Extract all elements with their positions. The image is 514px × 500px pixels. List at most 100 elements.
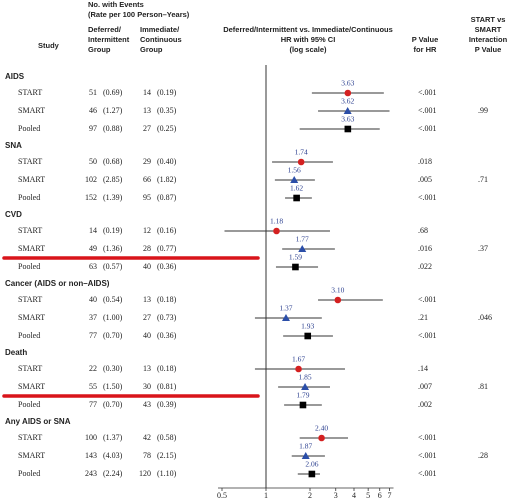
- p-value: <.001: [418, 433, 437, 442]
- hr-marker: [293, 194, 300, 202]
- hr-label: 1.85: [298, 373, 311, 382]
- header: Interaction: [469, 35, 508, 44]
- deferred-n: 51: [89, 88, 97, 97]
- deferred-rate: (0.68): [103, 157, 123, 166]
- header: SMART: [475, 25, 502, 34]
- header: for HR: [414, 45, 437, 54]
- p-value: <.001: [418, 106, 437, 115]
- immediate-n: 95: [143, 193, 151, 202]
- deferred-rate: (0.30): [103, 364, 123, 373]
- header: (Rate per 100 Person–Years): [88, 10, 190, 19]
- group-label: CVD: [5, 210, 22, 219]
- immediate-n: 28: [143, 244, 151, 253]
- hr-marker: [273, 227, 280, 235]
- study: START: [18, 88, 42, 97]
- hr-label: 1.67: [292, 355, 305, 364]
- group-label: SNA: [5, 141, 22, 150]
- hr-label: 1.77: [296, 235, 309, 244]
- p-value: .002: [418, 400, 432, 409]
- immediate-n: 78: [143, 451, 151, 460]
- p-value: <.001: [418, 295, 437, 304]
- study: SMART: [18, 244, 45, 253]
- immediate-rate: (0.25): [157, 124, 177, 133]
- header: Intermittent: [88, 35, 130, 44]
- immediate-rate: (0.73): [157, 313, 177, 322]
- immediate-rate: (1.10): [157, 469, 177, 478]
- immediate-n: 14: [143, 88, 151, 97]
- interaction-p: .28: [478, 451, 488, 460]
- hr-marker: [344, 125, 352, 133]
- study: START: [18, 433, 42, 442]
- hr-marker: [304, 332, 312, 340]
- deferred-rate: (1.27): [103, 106, 123, 115]
- immediate-rate: (0.36): [157, 331, 177, 340]
- header: Continuous: [140, 35, 182, 44]
- deferred-rate: (4.03): [103, 451, 123, 460]
- header: Immediate/: [140, 25, 180, 34]
- immediate-rate: (0.81): [157, 382, 177, 391]
- hr-label: 3.62: [341, 97, 354, 106]
- deferred-n: 152: [85, 193, 97, 202]
- hr-marker: [299, 401, 307, 409]
- header: Group: [140, 45, 163, 54]
- p-value: <.001: [418, 124, 437, 133]
- deferred-n: 97: [89, 124, 97, 133]
- header: No. with Events: [88, 0, 144, 9]
- immediate-n: 43: [143, 400, 151, 409]
- group-label: Cancer (AIDS or non–AIDS): [5, 279, 110, 288]
- immediate-rate: (0.77): [157, 244, 177, 253]
- immediate-rate: (0.16): [157, 226, 177, 235]
- header: Study: [38, 41, 60, 50]
- p-value: <.001: [418, 331, 437, 340]
- deferred-rate: (1.39): [103, 193, 123, 202]
- header: P Value: [475, 45, 502, 54]
- deferred-rate: (0.57): [103, 262, 123, 271]
- immediate-n: 40: [143, 262, 151, 271]
- p-value: .005: [418, 175, 432, 184]
- deferred-rate: (1.00): [103, 313, 123, 322]
- hr-marker: [301, 452, 310, 459]
- p-value: .016: [418, 244, 432, 253]
- immediate-n: 66: [143, 175, 151, 184]
- p-value: <.001: [418, 193, 437, 202]
- study: SMART: [18, 451, 45, 460]
- study: START: [18, 226, 42, 235]
- deferred-n: 50: [89, 157, 97, 166]
- deferred-rate: (2.85): [103, 175, 123, 184]
- interaction-p: .71: [478, 175, 488, 184]
- deferred-rate: (1.37): [103, 433, 123, 442]
- x-tick-label: 6: [378, 491, 382, 500]
- hr-label: 1.59: [289, 253, 302, 262]
- deferred-n: 22: [89, 364, 97, 373]
- hr-label: 1.79: [296, 391, 309, 400]
- immediate-n: 30: [143, 382, 151, 391]
- hr-label: 1.87: [299, 442, 312, 451]
- immediate-rate: (0.58): [157, 433, 177, 442]
- hr-marker: [295, 365, 302, 373]
- immediate-rate: (1.82): [157, 175, 177, 184]
- deferred-rate: (1.50): [103, 382, 123, 391]
- p-value: .21: [418, 313, 428, 322]
- deferred-n: 77: [89, 331, 97, 340]
- study: SMART: [18, 313, 45, 322]
- immediate-n: 42: [143, 433, 151, 442]
- immediate-n: 40: [143, 331, 151, 340]
- hr-marker: [344, 89, 352, 97]
- immediate-n: 27: [143, 124, 151, 133]
- interaction-p: .37: [478, 244, 488, 253]
- group-label: Death: [5, 348, 27, 357]
- hr-marker: [301, 383, 310, 390]
- study: Pooled: [18, 469, 40, 478]
- immediate-rate: (0.87): [157, 193, 177, 202]
- hr-marker: [298, 245, 307, 252]
- x-tick-label: 4: [352, 491, 356, 500]
- hr-marker: [318, 434, 325, 442]
- study: Pooled: [18, 124, 40, 133]
- study: START: [18, 364, 42, 373]
- study: SMART: [18, 175, 45, 184]
- deferred-n: 46: [89, 106, 97, 115]
- study: START: [18, 157, 42, 166]
- immediate-n: 13: [143, 106, 151, 115]
- header: P Value: [412, 35, 439, 44]
- x-tick-label: 3: [334, 491, 338, 500]
